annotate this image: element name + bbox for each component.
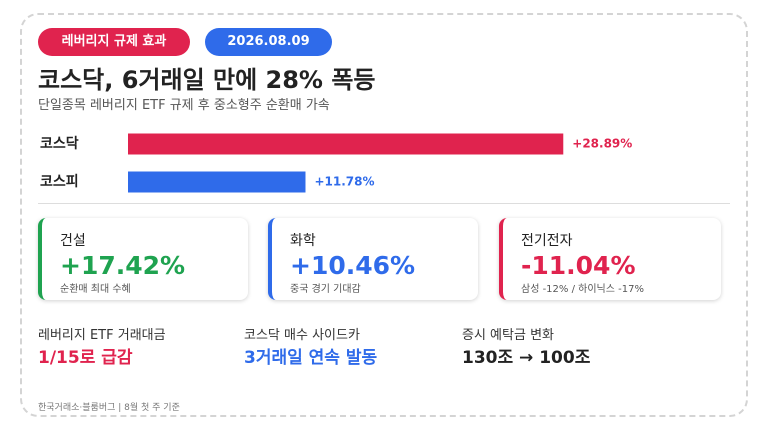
card-title: 건설 bbox=[60, 233, 86, 249]
card-value: +17.42% bbox=[60, 251, 186, 280]
divider bbox=[38, 203, 730, 204]
card-note: 중국 경기 기대감 bbox=[290, 284, 361, 295]
card: 건설 +17.42% 순환매 최대 수혜 bbox=[38, 218, 248, 300]
stat-value: 3거래일 연속 발동 bbox=[244, 348, 378, 368]
card-note: 삼성 -12% / 하이닉스 -17% bbox=[521, 284, 644, 295]
badge: 레버리지 규제 효과 bbox=[38, 28, 190, 56]
title: 코스닥, 6거래일 만에 28% 폭등 bbox=[38, 66, 376, 94]
stat-value: 130조 → 100조 bbox=[462, 348, 591, 368]
subtitle: 단일종목 레버리지 ETF 규제 후 중소형주 순환매 가속 bbox=[38, 98, 330, 113]
value-label: +11.78% bbox=[314, 175, 374, 189]
stat-label: 증시 예탁금 변화 bbox=[462, 328, 554, 343]
stat-label: 레버리지 ETF 거래대금 bbox=[38, 328, 166, 343]
card: 화학 +10.46% 중국 경기 기대감 bbox=[268, 218, 478, 300]
category-label: 코스닥 bbox=[40, 135, 79, 152]
stat-label: 코스닥 매수 사이드카 bbox=[244, 328, 360, 343]
card-value: -11.04% bbox=[521, 251, 636, 280]
bar bbox=[128, 171, 306, 193]
card-title: 화학 bbox=[290, 233, 316, 249]
bar bbox=[128, 133, 564, 155]
date: 2026.08.09 bbox=[205, 28, 332, 56]
value-label: +28.89% bbox=[572, 137, 632, 151]
card-title: 전기전자 bbox=[521, 233, 573, 249]
card: 전기전자 -11.04% 삼성 -12% / 하이닉스 -17% bbox=[499, 218, 721, 300]
footer: 한국거래소·블룸버그 | 8월 첫 주 기준 bbox=[38, 403, 180, 413]
card-value: +10.46% bbox=[290, 251, 416, 280]
frame bbox=[20, 13, 748, 417]
category-label: 코스피 bbox=[40, 174, 79, 190]
stat-value: 1/15로 급감 bbox=[38, 348, 133, 368]
card-note: 순환매 최대 수혜 bbox=[60, 284, 131, 295]
bar-chart: 코스닥 +28.89% 코스피 +11.78% bbox=[40, 133, 632, 193]
